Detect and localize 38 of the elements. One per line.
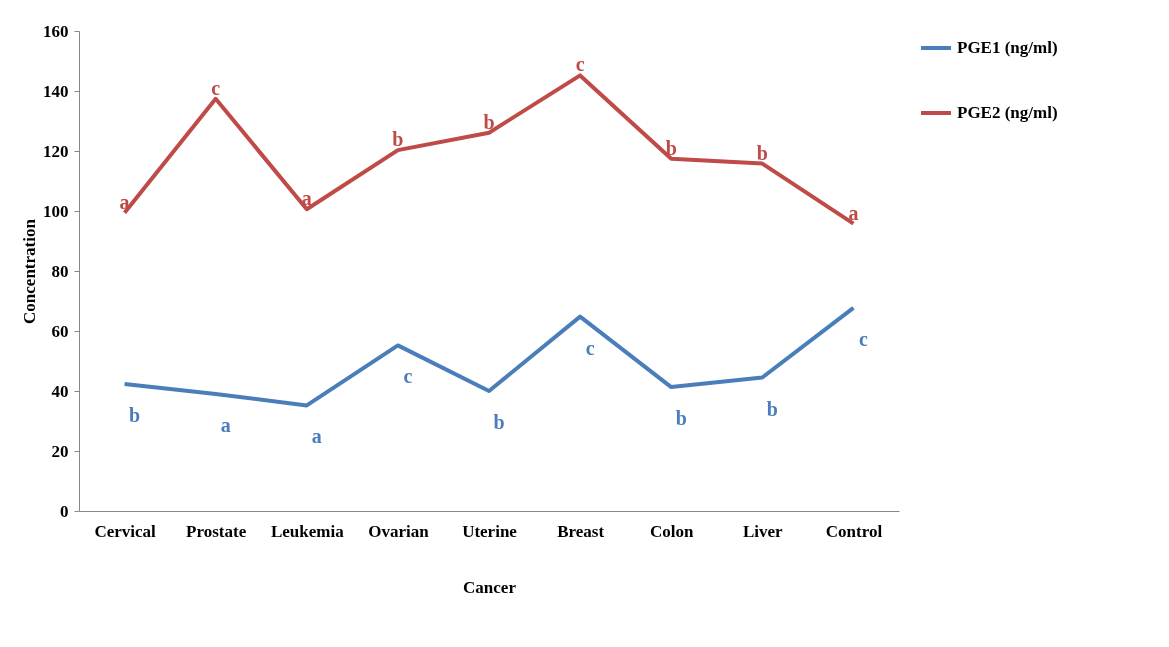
y-tick-label: 100 xyxy=(43,201,69,221)
annotation: b xyxy=(665,136,677,159)
annotation: b xyxy=(483,110,495,133)
annotation: b xyxy=(128,404,141,427)
annotation: c xyxy=(211,76,221,99)
x-tick-label: Breast xyxy=(557,521,605,541)
x-axis-title: Cancer xyxy=(463,577,517,597)
annotation: b xyxy=(493,411,505,433)
annotation: b xyxy=(675,407,687,430)
y-tick-label: 40 xyxy=(51,381,69,401)
y-tick-label: 160 xyxy=(43,21,69,41)
y-tick-label: 60 xyxy=(51,321,69,341)
x-tick-label: Prostate xyxy=(186,521,247,541)
y-axis-title: Concentration xyxy=(20,218,39,324)
annotation: a xyxy=(220,414,231,436)
x-tick-label: Liver xyxy=(743,521,784,541)
x-tick-label: Uterine xyxy=(462,521,518,541)
annotation: b xyxy=(392,128,404,151)
legend-label: PGE1 (ng/ml) xyxy=(957,38,1058,57)
annotation: b xyxy=(766,397,778,420)
annotation: c xyxy=(859,327,868,350)
x-tick-label: Control xyxy=(825,521,883,541)
annotation: c xyxy=(575,53,585,76)
y-tick-label: 140 xyxy=(43,81,69,101)
annotation: c xyxy=(585,336,595,359)
x-tick-label: Leukemia xyxy=(270,521,345,541)
legend-label: PGE2 (ng/ml) xyxy=(957,103,1058,122)
annotation: b xyxy=(756,141,768,164)
y-tick-label: 0 xyxy=(60,501,69,521)
annotation: a xyxy=(848,201,859,224)
x-tick-label: Cervical xyxy=(94,521,157,541)
x-tick-label: Colon xyxy=(649,521,694,541)
y-tick-label: 120 xyxy=(43,141,69,161)
x-tick-label: Ovarian xyxy=(368,521,430,541)
annotation: c xyxy=(403,365,413,388)
y-tick-label: 80 xyxy=(51,261,69,281)
y-tick-label: 20 xyxy=(51,441,69,461)
annotation: a xyxy=(311,425,322,448)
